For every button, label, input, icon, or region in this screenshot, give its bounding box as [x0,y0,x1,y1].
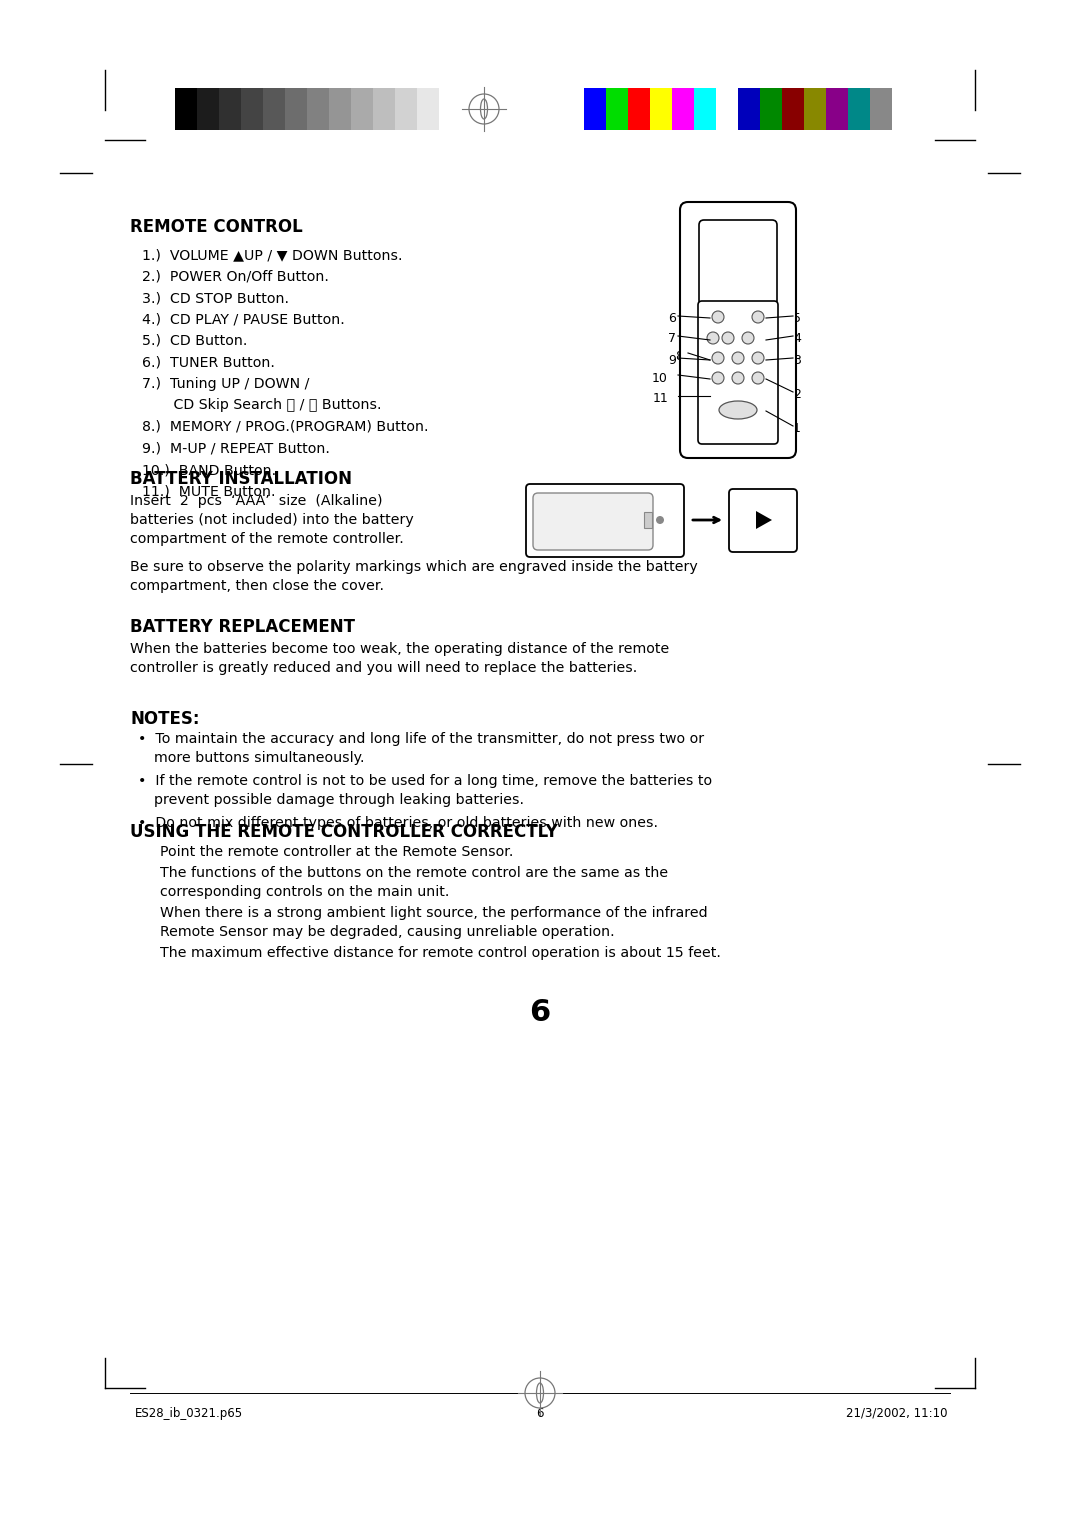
Circle shape [752,312,764,322]
Text: compartment of the remote controller.: compartment of the remote controller. [130,532,404,545]
Polygon shape [756,510,772,529]
Text: 9: 9 [669,354,676,367]
Bar [782,89,804,130]
Bar [760,89,782,130]
Text: 7.)  Tuning UP / DOWN /: 7.) Tuning UP / DOWN / [141,377,309,391]
FancyBboxPatch shape [729,489,797,552]
Text: 1.)  VOLUME ▲UP / ▼ DOWN Buttons.: 1.) VOLUME ▲UP / ▼ DOWN Buttons. [141,248,403,261]
Text: REMOTE CONTROL: REMOTE CONTROL [130,219,302,235]
Circle shape [656,516,664,524]
Circle shape [723,332,734,344]
Bar [716,89,738,130]
Bar [606,89,627,130]
Text: 2.)  POWER On/Off Button.: 2.) POWER On/Off Button. [141,269,329,284]
Text: The maximum effective distance for remote control operation is about 15 feet.: The maximum effective distance for remot… [160,946,720,960]
Text: •  If the remote control is not to be used for a long time, remove the batteries: • If the remote control is not to be use… [138,775,712,788]
Text: 6: 6 [537,1407,543,1420]
Bar [644,512,652,529]
Text: 4.)  CD PLAY / PAUSE Button.: 4.) CD PLAY / PAUSE Button. [141,313,345,327]
Text: Point the remote controller at the Remote Sensor.: Point the remote controller at the Remot… [160,845,513,859]
Bar [285,89,307,130]
Circle shape [707,332,719,344]
Text: 1: 1 [793,422,801,435]
Bar [627,89,650,130]
Bar [329,89,351,130]
Text: ES28_ib_0321.p65: ES28_ib_0321.p65 [135,1407,243,1420]
Circle shape [712,351,724,364]
Circle shape [732,371,744,384]
Text: 3: 3 [793,354,801,367]
Text: When there is a strong ambient light source, the performance of the infrared: When there is a strong ambient light sou… [160,906,707,920]
Text: 2: 2 [793,388,801,400]
Text: compartment, then close the cover.: compartment, then close the cover. [130,579,384,593]
Text: •  Do not mix different types of batteries, or old batteries with new ones.: • Do not mix different types of batterie… [138,816,658,830]
Text: 6: 6 [529,998,551,1027]
Circle shape [712,312,724,322]
Text: •  To maintain the accuracy and long life of the transmitter, do not press two o: • To maintain the accuracy and long life… [138,732,704,746]
Text: 10: 10 [652,371,669,385]
Bar [264,89,285,130]
Circle shape [742,332,754,344]
Text: 11.)  MUTE Button.: 11.) MUTE Button. [141,484,275,498]
Text: 5.)  CD Button.: 5.) CD Button. [141,335,247,348]
Text: CD Skip Search ⏮ / ⏭ Buttons.: CD Skip Search ⏮ / ⏭ Buttons. [141,399,381,413]
Text: Be sure to observe the polarity markings which are engraved inside the battery: Be sure to observe the polarity markings… [130,559,698,575]
Bar [197,89,219,130]
Bar [672,89,694,130]
Text: 8: 8 [675,350,683,364]
Text: more buttons simultaneously.: more buttons simultaneously. [154,750,365,766]
Text: 8.)  MEMORY / PROG.(PROGRAM) Button.: 8.) MEMORY / PROG.(PROGRAM) Button. [141,420,429,434]
Circle shape [752,351,764,364]
Text: 11: 11 [652,393,669,405]
Circle shape [712,371,724,384]
Bar [219,89,241,130]
Bar [584,89,606,130]
Bar [804,89,826,130]
Bar [694,89,716,130]
Bar [738,89,760,130]
Bar [307,89,329,130]
Text: 4: 4 [793,332,801,345]
Text: controller is greatly reduced and you will need to replace the batteries.: controller is greatly reduced and you wi… [130,662,637,675]
FancyBboxPatch shape [698,301,778,445]
Text: 10.)  BAND Button.: 10.) BAND Button. [141,463,276,477]
Bar [395,89,417,130]
Text: corresponding controls on the main unit.: corresponding controls on the main unit. [160,885,449,898]
Bar [650,89,672,130]
Text: 3.)  CD STOP Button.: 3.) CD STOP Button. [141,290,289,306]
Bar [373,89,395,130]
Ellipse shape [719,400,757,419]
Bar [175,89,197,130]
Text: 21/3/2002, 11:10: 21/3/2002, 11:10 [847,1407,948,1420]
Text: When the batteries become too weak, the operating distance of the remote: When the batteries become too weak, the … [130,642,670,656]
Text: Remote Sensor may be degraded, causing unreliable operation.: Remote Sensor may be degraded, causing u… [160,924,615,940]
Bar [351,89,373,130]
FancyBboxPatch shape [699,220,777,306]
Text: batteries (not included) into the battery: batteries (not included) into the batter… [130,513,414,527]
Text: 5: 5 [793,312,801,325]
Text: 6: 6 [669,312,676,325]
Bar [438,89,461,130]
Text: 7: 7 [669,332,676,345]
FancyBboxPatch shape [526,484,684,558]
Text: 9.)  M-UP / REPEAT Button.: 9.) M-UP / REPEAT Button. [141,442,329,455]
FancyBboxPatch shape [534,494,653,550]
Text: Insert  2  pcs  ‘AAA’  size  (Alkaline): Insert 2 pcs ‘AAA’ size (Alkaline) [130,494,382,507]
Bar [848,89,870,130]
Text: 6.)  TUNER Button.: 6.) TUNER Button. [141,356,275,370]
Text: BATTERY REPLACEMENT: BATTERY REPLACEMENT [130,617,355,636]
Bar [241,89,264,130]
Text: prevent possible damage through leaking batteries.: prevent possible damage through leaking … [154,793,524,807]
Bar [417,89,438,130]
Text: BATTERY INSTALLATION: BATTERY INSTALLATION [130,471,352,487]
Text: The functions of the buttons on the remote control are the same as the: The functions of the buttons on the remo… [160,866,669,880]
FancyBboxPatch shape [680,202,796,458]
Circle shape [732,351,744,364]
Bar [870,89,892,130]
Text: USING THE REMOTE CONTROLLER CORRECTLY: USING THE REMOTE CONTROLLER CORRECTLY [130,824,557,840]
Text: NOTES:: NOTES: [130,711,200,727]
Bar [826,89,848,130]
Circle shape [752,371,764,384]
